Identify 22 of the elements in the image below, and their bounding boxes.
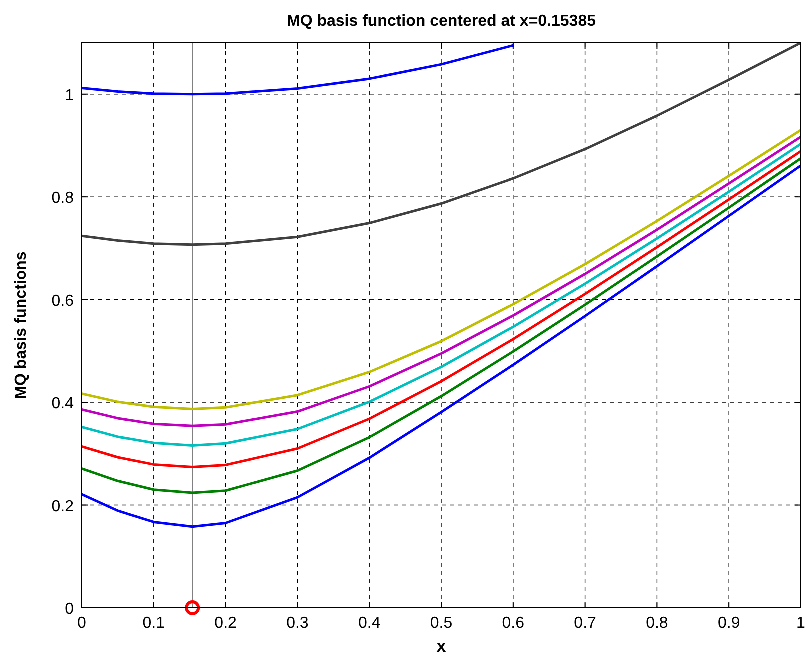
- x-tick-label: 0.9: [718, 615, 740, 632]
- line-series: [82, 44, 515, 96]
- y-axis-title: MQ basis functions: [13, 252, 30, 400]
- x-tick-label: 0.6: [502, 615, 525, 632]
- x-tick-label: 0.2: [214, 615, 238, 632]
- x-tick-label: 0.3: [286, 615, 309, 632]
- x-tick-label: 1: [796, 615, 806, 632]
- x-tick-label: 0.8: [646, 615, 668, 632]
- x-tick-label: 0.1: [142, 615, 166, 632]
- x-tick-label: 0: [78, 615, 87, 632]
- x-axis-title: x: [436, 637, 447, 656]
- x-tick-label: 0.5: [430, 615, 453, 632]
- y-tick-label: 0.2: [52, 498, 74, 516]
- line-series: [82, 43, 801, 246]
- y-tick-label: 1: [65, 87, 74, 104]
- x-tick-label: 0.4: [358, 615, 381, 632]
- y-tick-label: 0.8: [52, 190, 74, 208]
- x-tick-label: 0.7: [574, 615, 597, 632]
- chart-title: MQ basis function centered at x=0.15385: [286, 13, 596, 30]
- y-tick-label: 0.6: [52, 292, 74, 310]
- y-tick-label: 0.4: [52, 396, 74, 413]
- y-tick-label: 0: [65, 601, 74, 618]
